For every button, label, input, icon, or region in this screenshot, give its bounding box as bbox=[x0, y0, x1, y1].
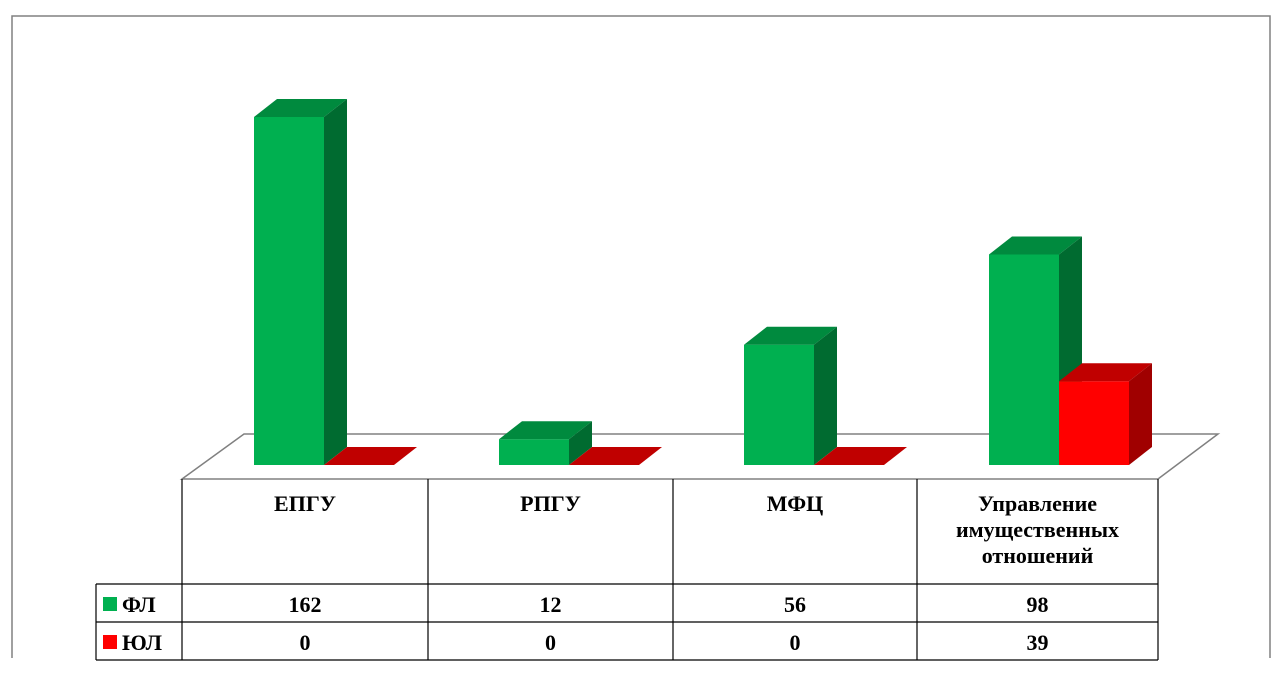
data-value-0-3: 98 bbox=[1027, 592, 1049, 617]
bar-side bbox=[1129, 363, 1152, 465]
category-label-3: Управление имущественных отношений bbox=[956, 491, 1119, 568]
legend-key-1 bbox=[103, 635, 117, 649]
bar-front bbox=[989, 254, 1059, 465]
bar-side bbox=[324, 99, 347, 465]
bar-fl-1 bbox=[499, 421, 592, 465]
data-value-1-2: 0 bbox=[790, 630, 801, 655]
bar-yul-2 bbox=[814, 447, 907, 465]
legend-label-0: ФЛ bbox=[122, 592, 156, 617]
bar-top bbox=[744, 326, 837, 345]
bar-front bbox=[499, 439, 569, 465]
floor-plane bbox=[179, 433, 1221, 480]
bar-fl-3 bbox=[989, 236, 1082, 465]
bar-yul-0 bbox=[324, 447, 417, 465]
category-label-2: МФЦ bbox=[767, 491, 823, 516]
bar-top bbox=[499, 421, 592, 440]
bar-top bbox=[1059, 363, 1152, 382]
data-value-0-2: 56 bbox=[784, 592, 806, 617]
bar-yul-1 bbox=[569, 447, 662, 465]
bar-front bbox=[1059, 381, 1129, 465]
legend-label-1: ЮЛ bbox=[122, 630, 163, 655]
bar-top bbox=[254, 99, 347, 117]
chart-frame bbox=[11, 15, 1271, 658]
data-table: ЕПГУ РПГУ МФЦ Управление имущественных отноше… bbox=[95, 479, 1159, 661]
data-value-1-1: 0 bbox=[545, 630, 556, 655]
data-value-0-1: 12 bbox=[540, 592, 562, 617]
bar-side bbox=[569, 421, 592, 465]
bar-top bbox=[989, 236, 1082, 255]
category-label-1: РПГУ bbox=[520, 491, 581, 516]
bar-fl-2 bbox=[744, 326, 837, 465]
bar-top bbox=[569, 447, 662, 465]
bar-front bbox=[254, 117, 324, 465]
bar-fl-0 bbox=[254, 99, 347, 465]
bar-top bbox=[814, 447, 907, 465]
data-value-0-0: 162 bbox=[289, 592, 322, 617]
bars-layer bbox=[254, 99, 1152, 465]
bar-side bbox=[814, 326, 837, 465]
data-value-1-0: 0 bbox=[300, 630, 311, 655]
bar-top bbox=[324, 447, 417, 465]
legend-key-0 bbox=[103, 597, 117, 611]
bar-front bbox=[744, 344, 814, 465]
category-label-0: ЕПГУ bbox=[274, 491, 336, 516]
data-value-1-3: 39 bbox=[1027, 630, 1049, 655]
bar-yul-3 bbox=[1059, 363, 1152, 465]
